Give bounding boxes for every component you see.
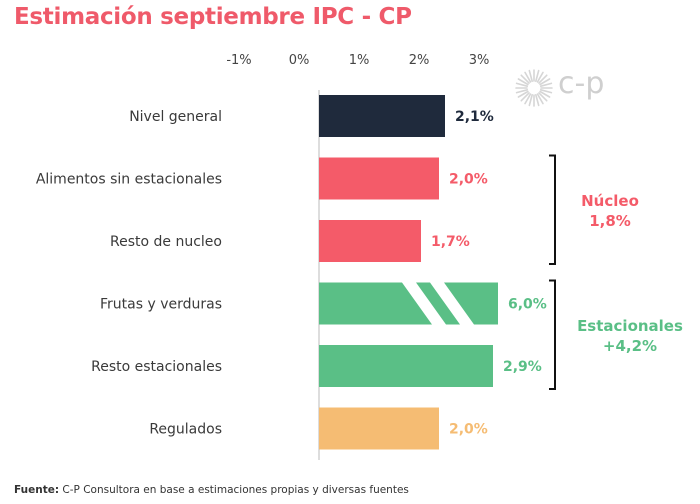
logo-ray bbox=[528, 93, 533, 107]
bar bbox=[319, 95, 445, 137]
value-label: 2,0% bbox=[449, 422, 488, 438]
source-note: Fuente: C-P Consultora en base a estimac… bbox=[14, 484, 409, 496]
value-label: 1,7% bbox=[431, 234, 470, 250]
x-tick-label: 3% bbox=[469, 53, 490, 68]
x-tick-label: -1% bbox=[226, 53, 251, 68]
logo-ray bbox=[535, 93, 540, 107]
logo-ray bbox=[539, 78, 551, 86]
logo-ray bbox=[517, 90, 529, 98]
logo-ray bbox=[517, 78, 529, 86]
value-label: 2,0% bbox=[449, 172, 488, 188]
category-label: Frutas y verduras bbox=[100, 297, 222, 313]
category-label: Resto estacionales bbox=[91, 359, 222, 375]
source-prefix: Fuente: bbox=[14, 484, 60, 496]
bar bbox=[319, 157, 439, 200]
logo-ray bbox=[538, 74, 548, 84]
logo-ray bbox=[539, 90, 551, 98]
x-tick-label: 2% bbox=[409, 53, 430, 68]
value-label: 2,9% bbox=[503, 359, 542, 375]
category-label: Nivel general bbox=[129, 109, 222, 125]
logo-ray bbox=[539, 82, 553, 87]
bar bbox=[319, 345, 493, 387]
chart-title: Estimación septiembre IPC - CP bbox=[14, 4, 412, 30]
category-label: Resto de nucleo bbox=[110, 234, 222, 250]
x-tick-label: 1% bbox=[349, 53, 370, 68]
logo-ray bbox=[515, 89, 529, 94]
group-label: Núcleo bbox=[581, 192, 639, 210]
logo-ray bbox=[524, 93, 532, 105]
bar-chart: -1% 0% 1% 2% 3% Nivel general 2,1% Alimentos si… bbox=[36, 53, 683, 460]
x-tick-label: 0% bbox=[289, 53, 310, 68]
logo-ray bbox=[520, 74, 530, 84]
logo-ray bbox=[535, 69, 540, 83]
value-label: 2,1% bbox=[455, 109, 494, 125]
logo-ray bbox=[528, 69, 533, 83]
sunburst-logo-icon bbox=[515, 69, 553, 107]
group-value: +4,2% bbox=[603, 337, 657, 355]
category-label: Alimentos sin estacionales bbox=[36, 172, 222, 188]
cp-logo: c-p bbox=[514, 66, 626, 108]
category-label: Regulados bbox=[149, 422, 222, 438]
value-label: 6,0% bbox=[508, 297, 547, 313]
group-value: 1,8% bbox=[589, 212, 631, 230]
logo-ray bbox=[515, 82, 529, 87]
logo-ray bbox=[536, 93, 544, 105]
logo-ray bbox=[538, 92, 548, 102]
logo-ray bbox=[520, 92, 530, 102]
group-label: Estacionales bbox=[577, 317, 683, 335]
group-bracket bbox=[549, 279, 556, 390]
bar bbox=[319, 407, 439, 450]
axis-break-stripe bbox=[430, 282, 474, 325]
logo-ray bbox=[536, 71, 544, 83]
axis-break-stripe bbox=[402, 282, 446, 325]
source-text: C-P Consultora en base a estimaciones pr… bbox=[62, 484, 409, 496]
logo-ray bbox=[539, 89, 553, 94]
logo-text: c-p bbox=[558, 66, 605, 101]
bar bbox=[319, 220, 421, 262]
logo-ray bbox=[524, 71, 532, 83]
group-bracket bbox=[549, 154, 556, 265]
